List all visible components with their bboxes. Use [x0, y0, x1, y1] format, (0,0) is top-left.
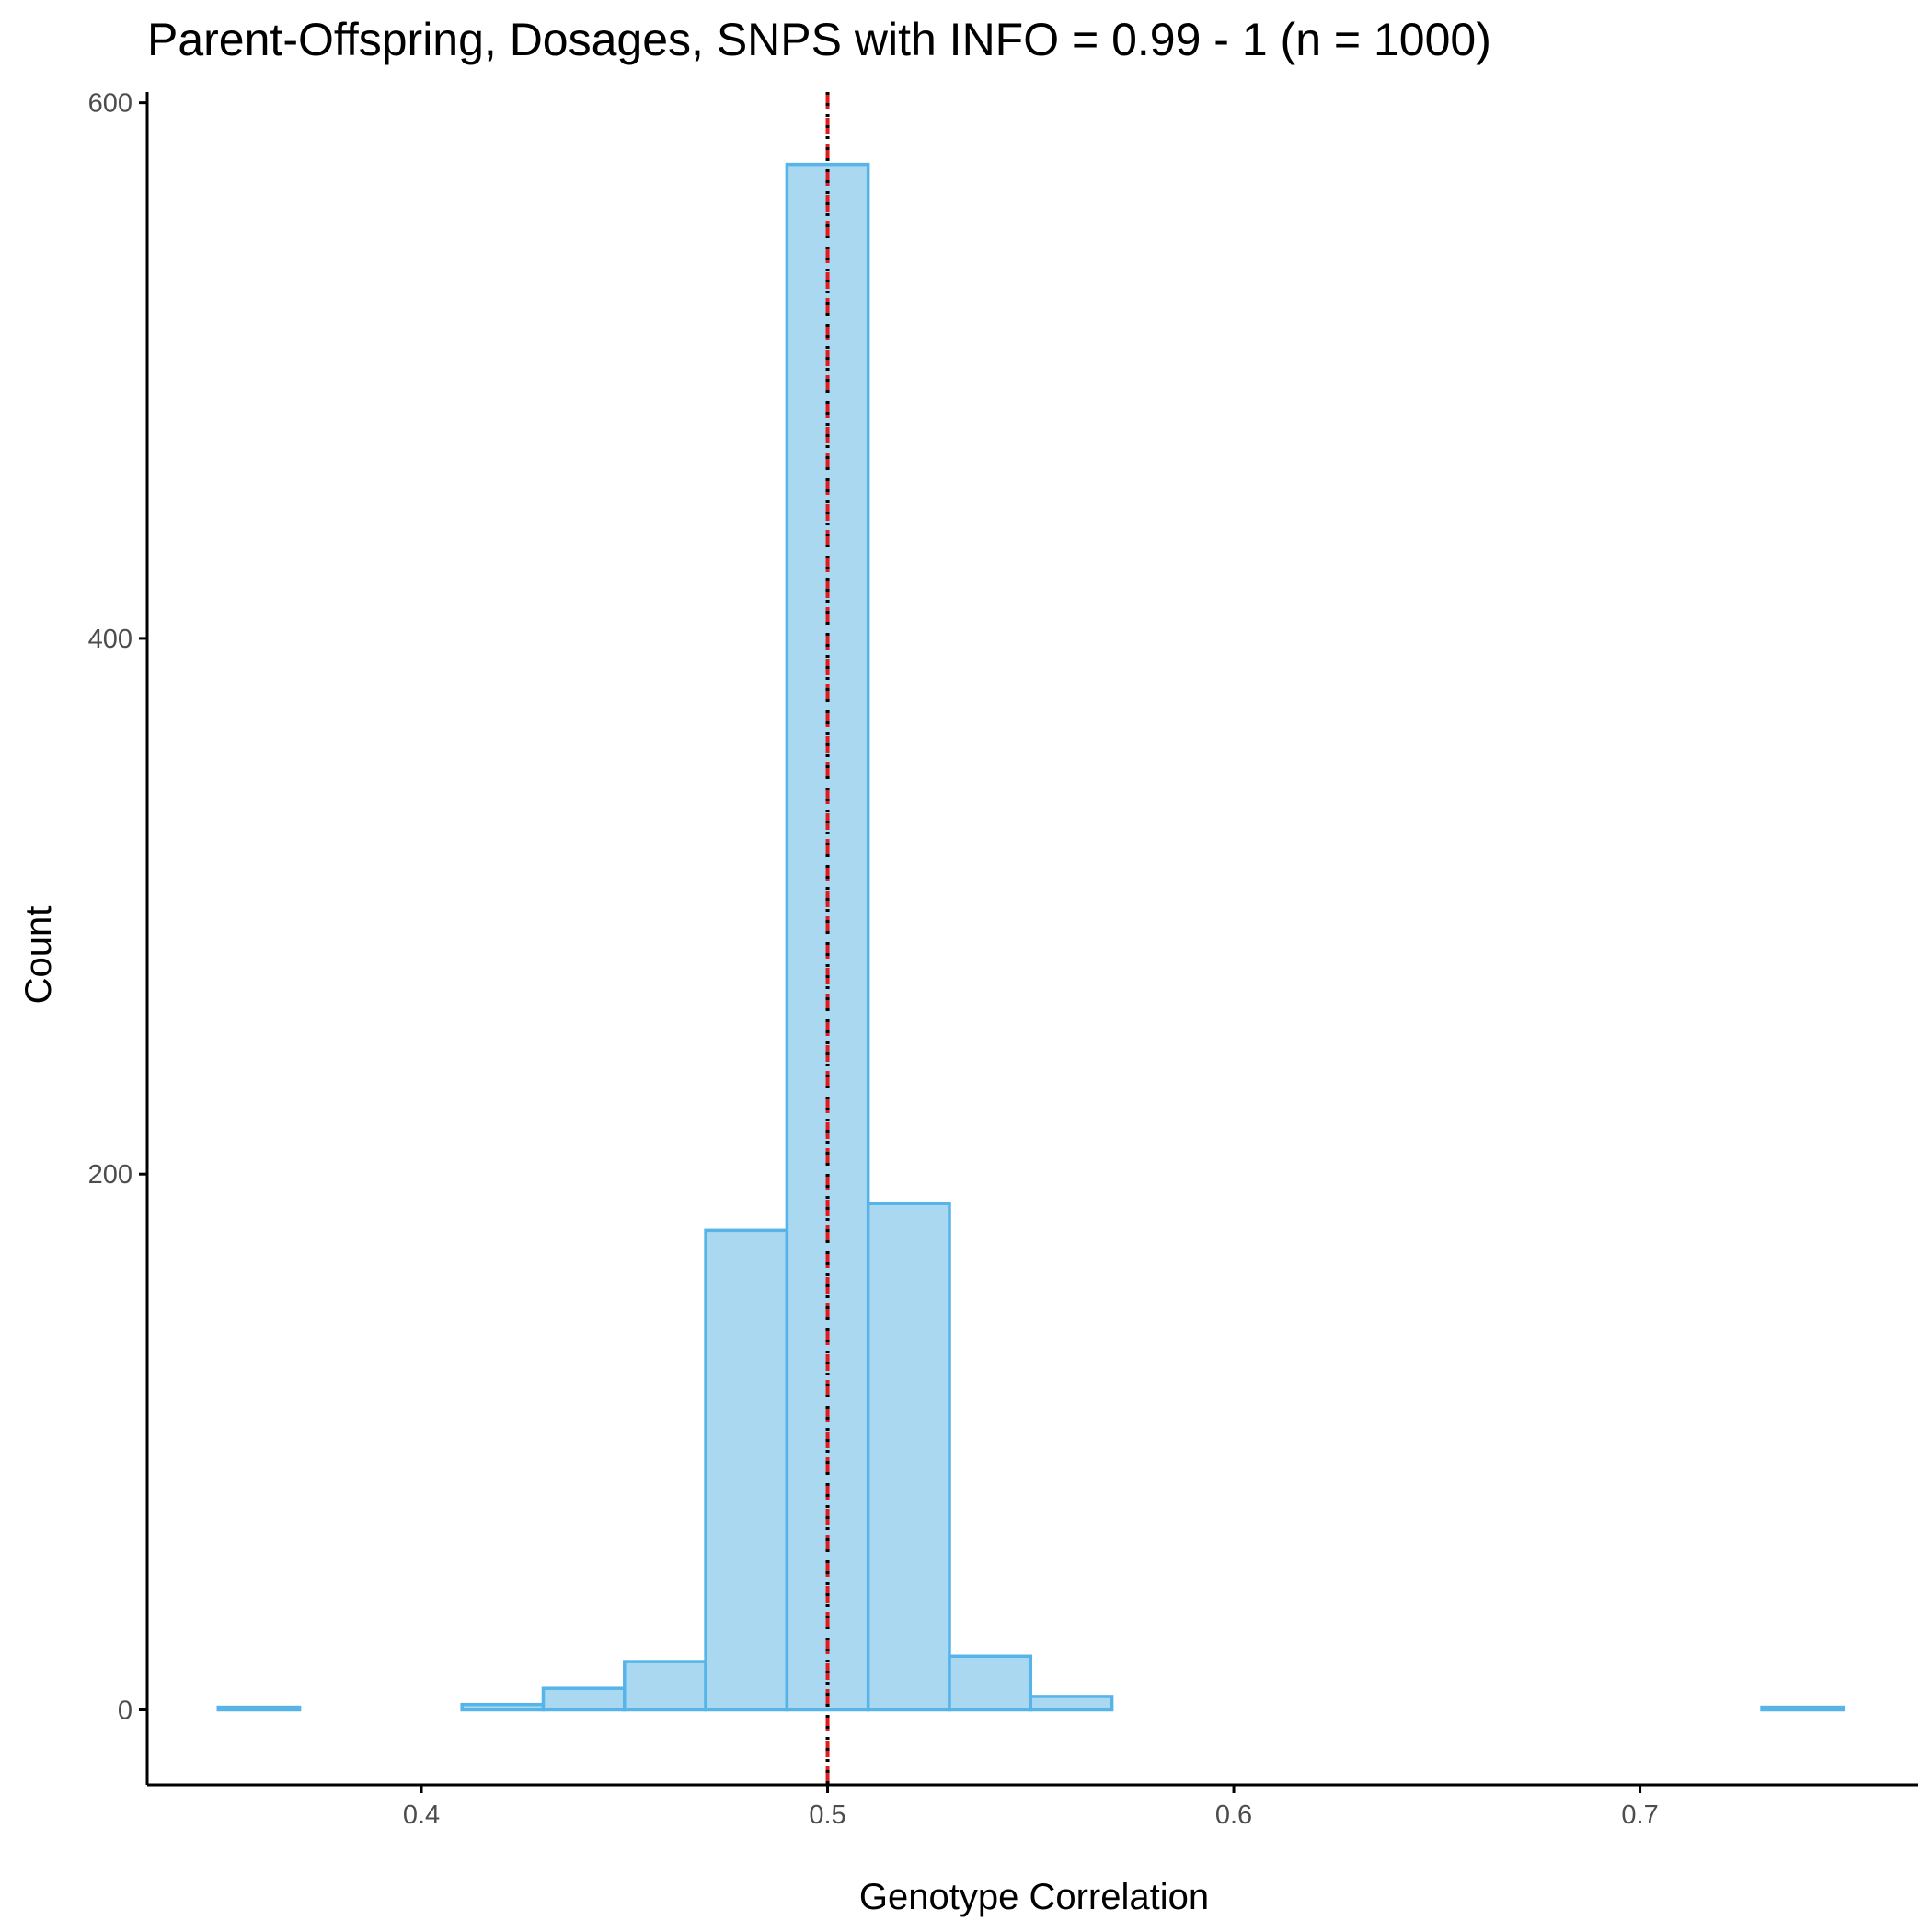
histogram-bar-6 — [704, 1228, 789, 1712]
x-tick-label-2: 0.6 — [1215, 1800, 1252, 1830]
histogram-bar-3 — [460, 1702, 546, 1712]
x-tick-label-1: 0.5 — [809, 1800, 845, 1830]
x-tick-label-0: 0.4 — [403, 1800, 440, 1830]
histogram-bar-9 — [948, 1654, 1033, 1712]
axes: 0 200 400 600 0.4 0.5 0.6 0.7 — [88, 89, 1918, 1830]
histogram-bar-10 — [1029, 1695, 1114, 1712]
y-tick-label-2: 400 — [88, 625, 132, 654]
chart-title: Parent-Offspring, Dosages, SNPS with INF… — [147, 14, 1491, 65]
histogram-bar-8 — [866, 1202, 951, 1712]
x-tick-label-3: 0.7 — [1621, 1800, 1658, 1830]
histogram-bar-19 — [1760, 1705, 1846, 1712]
histogram-bar-5 — [623, 1660, 707, 1712]
y-tick-label-3: 600 — [88, 89, 132, 119]
histogram-bar-0 — [216, 1705, 302, 1712]
x-axis-title: Genotype Correlation — [859, 1877, 1209, 1917]
y-tick-label-1: 200 — [88, 1160, 132, 1190]
histogram-bar-7 — [785, 162, 870, 1712]
bars-layer — [216, 162, 1846, 1712]
y-tick-label-0: 0 — [118, 1696, 132, 1725]
y-axis-title: Count — [18, 906, 59, 1005]
histogram-bar-4 — [541, 1686, 627, 1712]
